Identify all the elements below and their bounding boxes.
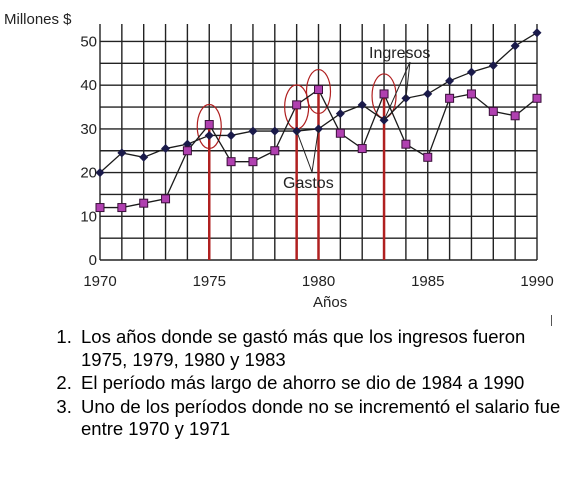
data-point-gastos xyxy=(379,89,389,99)
data-point-gastos xyxy=(532,93,542,103)
data-point-gastos xyxy=(161,194,171,204)
conclusion-item: Uno de los períodos donde no se incremen… xyxy=(77,396,572,441)
conclusion-item: Los años donde se gastó más que los ingr… xyxy=(77,326,572,371)
data-point-gastos xyxy=(314,85,323,95)
callout-line-gastos xyxy=(311,128,319,173)
x-tick-label: 1975 xyxy=(193,273,226,290)
series-label-ingresos: Ingresos xyxy=(369,45,430,62)
data-point-gastos xyxy=(401,139,411,149)
series-callouts xyxy=(296,61,411,173)
highlight-ellipse xyxy=(196,103,222,150)
x-tick-label: 1970 xyxy=(83,273,116,290)
data-point-gastos xyxy=(292,100,302,110)
y-tick-label: 0 xyxy=(89,252,97,269)
data-point-ingresos xyxy=(335,109,345,119)
data-point-ingresos xyxy=(270,126,280,136)
text-cursor xyxy=(551,315,552,326)
data-point-gastos xyxy=(139,198,149,208)
data-point-gastos xyxy=(270,146,280,156)
data-point-ingresos xyxy=(248,126,258,136)
y-tick-label: 20 xyxy=(80,165,97,182)
conclusions-list: Los años donde se gastó más que los ingr… xyxy=(0,326,572,442)
y-tick-label: 50 xyxy=(80,33,97,50)
y-tick-label: 40 xyxy=(80,77,97,94)
income-expense-chart: 1970 1975 1980 1985 1990 0 10 20 30 40 50 Millones… xyxy=(4,11,554,311)
data-point-gastos xyxy=(95,203,105,213)
callout-line-ingresos xyxy=(405,61,411,99)
x-axis-title: Años xyxy=(313,294,347,311)
callout-line-gastos xyxy=(296,130,313,173)
x-tick-label: 1990 xyxy=(520,273,553,290)
data-point-ingresos xyxy=(357,100,367,110)
y-axis-title: Millones $ xyxy=(4,11,72,28)
highlight-ellipse xyxy=(305,68,332,115)
data-point-ingresos xyxy=(95,168,105,178)
data-point-gastos xyxy=(335,128,345,138)
y-tick-label: 30 xyxy=(80,121,97,138)
data-point-ingresos xyxy=(226,130,236,140)
axis-ticks: 1970 1975 1980 1985 1990 0 10 20 30 40 50 xyxy=(80,33,553,290)
data-point-gastos xyxy=(445,93,455,103)
data-point-ingresos xyxy=(466,67,476,77)
callout-line-ingresos xyxy=(383,61,411,121)
data-point-ingresos xyxy=(510,41,520,51)
data-point-gastos xyxy=(117,203,127,213)
series-label-gastos: Gastos xyxy=(283,175,334,192)
y-tick-label: 10 xyxy=(80,208,97,225)
data-point-ingresos xyxy=(488,61,498,71)
data-point-gastos xyxy=(423,152,433,162)
data-point-gastos xyxy=(488,106,498,116)
data-point-gastos xyxy=(466,89,476,99)
data-point-gastos xyxy=(182,146,192,156)
data-point-gastos xyxy=(510,111,520,121)
data-point-gastos xyxy=(204,120,214,130)
data-point-ingresos xyxy=(161,144,171,154)
data-point-ingresos xyxy=(423,89,433,99)
x-tick-label: 1985 xyxy=(411,273,444,290)
data-point-gastos xyxy=(357,144,367,154)
x-tick-label: 1980 xyxy=(302,273,335,290)
data-point-gastos xyxy=(226,157,236,167)
data-point-ingresos xyxy=(532,28,542,38)
data-point-gastos xyxy=(248,157,258,167)
data-point-ingresos xyxy=(204,130,214,140)
data-point-ingresos xyxy=(445,76,455,86)
data-point-ingresos xyxy=(117,148,127,158)
data-point-ingresos xyxy=(139,152,149,162)
conclusion-item: El período más largo de ahorro se dio de… xyxy=(77,372,572,395)
